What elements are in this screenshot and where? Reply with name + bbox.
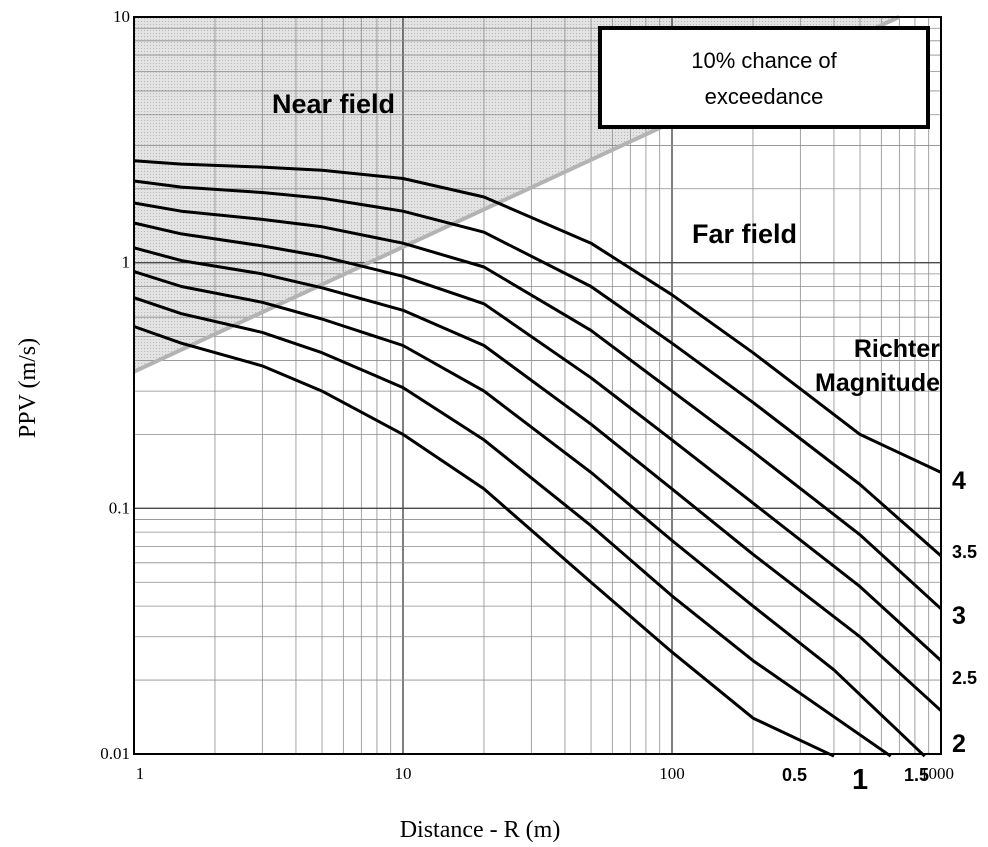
magnitude-label-4: 4: [952, 467, 966, 495]
series-line-magnitude-0-5: [133, 325, 835, 758]
x-tick-label: 10: [395, 764, 412, 783]
magnitude-label-2: 2: [952, 730, 966, 758]
series-layer: [133, 159, 943, 758]
y-tick-label: 0.01: [100, 744, 130, 763]
exceedance-text-line1: 10% chance of: [691, 48, 837, 73]
near-field-label: Near field: [272, 89, 395, 119]
exceedance-box: [598, 26, 930, 129]
series-line-magnitude-1-5: [133, 270, 926, 758]
x-tick-label: 1: [136, 764, 145, 783]
richter-label: Richter: [854, 335, 940, 363]
far-field-label: Far field: [692, 219, 797, 249]
plot-frame: [133, 16, 942, 755]
magnitude-label-3-5: 3.5: [952, 542, 977, 562]
series-line-magnitude-3: [133, 201, 943, 610]
magnitude-label-2-5: 2.5: [952, 668, 977, 688]
y-tick-label: 0.1: [109, 498, 130, 517]
magnitude-label-1-5: 1.5: [904, 765, 929, 785]
series-line-magnitude-4: [133, 159, 942, 474]
magnitude-label: Magnitude: [815, 369, 940, 397]
y-axis-ticks: 0.01 0.1 1 10: [100, 7, 130, 763]
x-axis-title: Distance - R (m): [400, 817, 561, 843]
y-axis-title: PPV (m/s): [15, 338, 41, 438]
magnitude-label-0-5: 0.5: [782, 765, 807, 785]
series-line-magnitude-2-5: [133, 221, 943, 662]
magnitude-label-3: 3: [952, 602, 966, 630]
x-tick-label: 1000: [920, 764, 954, 783]
exceedance-text-line2: exceedance: [705, 84, 824, 109]
x-tick-label: 100: [659, 764, 685, 783]
series-line-magnitude-1: [133, 296, 892, 758]
series-line-magnitude-2: [133, 246, 943, 712]
series-line-magnitude-3-5: [133, 179, 942, 558]
magnitude-value-labels: 4 3.5 3 2.5 2 1.5 1 0.5: [782, 467, 977, 796]
y-tick-label: 10: [113, 7, 130, 26]
y-tick-label: 1: [122, 253, 131, 272]
magnitude-label-1: 1: [852, 764, 868, 796]
x-axis-ticks: 1 10 100 1000: [136, 764, 954, 783]
